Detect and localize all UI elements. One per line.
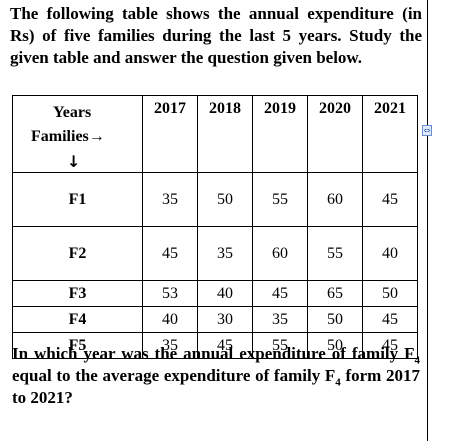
family-label: F5 (12, 332, 143, 359)
table-row: F1 35 50 55 60 45 (12, 172, 418, 227)
expenditure-cell: 45 (252, 280, 308, 307)
page-edge-line (427, 0, 428, 441)
down-arrow-icon: ↓ (67, 152, 81, 171)
year-header: 2020 (307, 95, 363, 173)
expenditure-cell: 60 (252, 226, 308, 281)
expenditure-cell: 35 (142, 332, 198, 359)
families-label: Families→ (31, 128, 105, 145)
expenditure-cell: 50 (197, 172, 253, 227)
question-part: In which year was the annual expenditure… (12, 344, 415, 363)
expenditure-cell: 55 (307, 226, 363, 281)
expenditure-cell: 60 (307, 172, 363, 227)
resize-handle-icon[interactable]: ⇔ (422, 125, 432, 136)
expenditure-cell: 55 (252, 172, 308, 227)
expenditure-cell: 50 (307, 306, 363, 333)
table-row: F4 40 30 35 50 45 (12, 306, 418, 333)
family-label: F1 (12, 172, 143, 227)
question-text: In which year was the annual expenditure… (12, 343, 420, 409)
expenditure-cell: 35 (142, 172, 198, 227)
expenditure-cell: 30 (197, 306, 253, 333)
expenditure-cell: 45 (362, 332, 418, 359)
table-row: F2 45 35 60 55 40 (12, 226, 418, 281)
expenditure-cell: 40 (362, 226, 418, 281)
question-subscript: 4 (335, 376, 341, 389)
question-part: form 2017 to 2021? (12, 366, 421, 407)
expenditure-cell: 65 (307, 280, 363, 307)
years-label: Years (53, 104, 92, 121)
question-subscript: 4 (414, 354, 421, 367)
table-row: F5 35 45 55 50 45 (12, 332, 418, 359)
question-part: equal to the average expenditure of fami… (12, 366, 336, 385)
expenditure-cell: 50 (362, 280, 418, 307)
expenditure-table: Years Families→ ↓ 2017 2018 2019 2020 20… (12, 95, 418, 359)
family-label: F2 (12, 226, 143, 281)
expenditure-cell: 45 (362, 172, 418, 227)
year-header: 2019 (252, 95, 308, 173)
intro-paragraph: The following table shows the annual exp… (10, 4, 422, 67)
expenditure-cell: 40 (197, 280, 253, 307)
family-label: F3 (12, 280, 143, 307)
expenditure-cell: 55 (252, 332, 308, 359)
expenditure-cell: 35 (197, 226, 253, 281)
year-header: 2021 (362, 95, 418, 173)
year-header: 2018 (197, 95, 253, 173)
table-row: F3 53 40 45 65 50 (12, 280, 418, 307)
family-label: F4 (12, 306, 143, 333)
corner-cell: Years Families→ ↓ (12, 95, 143, 173)
expenditure-cell: 45 (142, 226, 198, 281)
expenditure-cell: 53 (142, 280, 198, 307)
expenditure-cell: 40 (142, 306, 198, 333)
expenditure-cell: 35 (252, 306, 308, 333)
year-header: 2017 (142, 95, 198, 173)
expenditure-cell: 45 (362, 306, 418, 333)
table-header-row: Years Families→ ↓ 2017 2018 2019 2020 20… (12, 95, 418, 173)
